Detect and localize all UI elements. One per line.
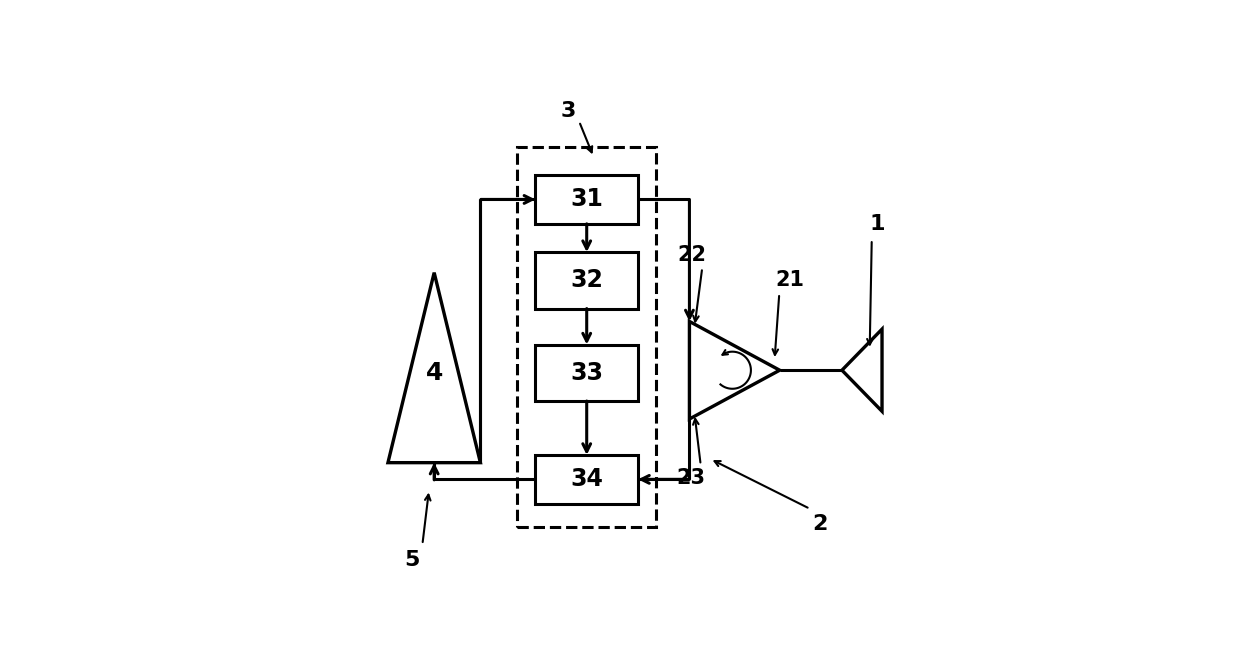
Text: 34: 34 bbox=[570, 468, 603, 492]
Text: 4: 4 bbox=[425, 361, 443, 385]
Bar bbox=[517, 147, 656, 527]
Bar bbox=[536, 345, 639, 401]
Text: 22: 22 bbox=[677, 245, 707, 265]
Bar bbox=[536, 252, 639, 309]
Bar bbox=[536, 175, 639, 224]
Text: 2: 2 bbox=[812, 514, 828, 534]
Bar bbox=[536, 455, 639, 504]
Text: 3: 3 bbox=[560, 101, 577, 121]
Text: 1: 1 bbox=[869, 214, 884, 234]
Text: 32: 32 bbox=[570, 268, 603, 292]
Text: 21: 21 bbox=[775, 270, 804, 290]
Text: 23: 23 bbox=[676, 468, 706, 488]
Text: 33: 33 bbox=[570, 361, 603, 385]
Text: 5: 5 bbox=[404, 550, 420, 570]
Text: 31: 31 bbox=[570, 187, 603, 211]
